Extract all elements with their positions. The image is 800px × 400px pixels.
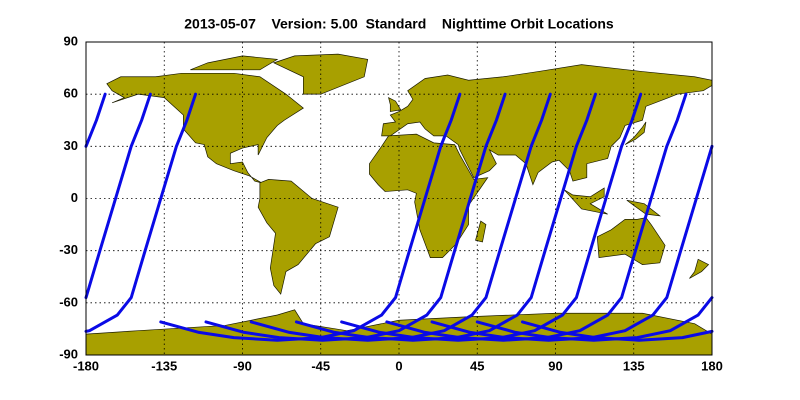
map — [84, 41, 714, 356]
orbit-track — [294, 92, 597, 342]
orbit-track — [249, 92, 552, 342]
x-tick-label: 45 — [470, 358, 484, 373]
y-tick-label: 60 — [64, 86, 78, 101]
x-tick-label: -90 — [233, 358, 252, 373]
x-tick-label: 0 — [395, 358, 402, 373]
axes: -180 -135 -90 -45 0 45 90 135 180 90 60 30 0 -30 -60 -9… — [59, 33, 723, 373]
orbit-track — [159, 92, 462, 342]
x-tick-label: 180 — [701, 358, 723, 373]
south-america — [258, 179, 338, 294]
y-tick-label: -90 — [59, 346, 78, 361]
arctic-islands — [190, 56, 277, 70]
x-tick-label: -180 — [73, 358, 99, 373]
indonesia — [564, 188, 607, 214]
y-tick-label: -60 — [59, 294, 78, 309]
orbit-track — [84, 92, 714, 342]
y-tick-label: 30 — [64, 138, 78, 153]
orbit-track — [84, 92, 714, 342]
chart-title: 2013-05-07 Version: 5.00 Standard Nightt… — [184, 16, 614, 32]
y-tick-label: 90 — [64, 33, 78, 48]
new-guinea — [627, 200, 660, 216]
orbit-track — [385, 92, 688, 342]
africa — [369, 134, 487, 257]
orbit-tracks — [84, 92, 714, 342]
x-tick-label: 135 — [623, 358, 645, 373]
x-tick-label: -45 — [311, 358, 330, 373]
eurasia — [382, 65, 712, 185]
new-zealand — [689, 259, 708, 278]
orbit-track — [204, 92, 507, 342]
australia — [597, 218, 665, 265]
madagascar — [476, 221, 486, 242]
y-tick-label: -30 — [59, 242, 78, 257]
x-tick-label: -135 — [151, 358, 177, 373]
orbit-track — [340, 92, 643, 342]
north-america — [107, 73, 304, 183]
x-tick-label: 90 — [548, 358, 562, 373]
y-tick-label: 0 — [71, 190, 78, 205]
plot-frame — [85, 41, 713, 356]
